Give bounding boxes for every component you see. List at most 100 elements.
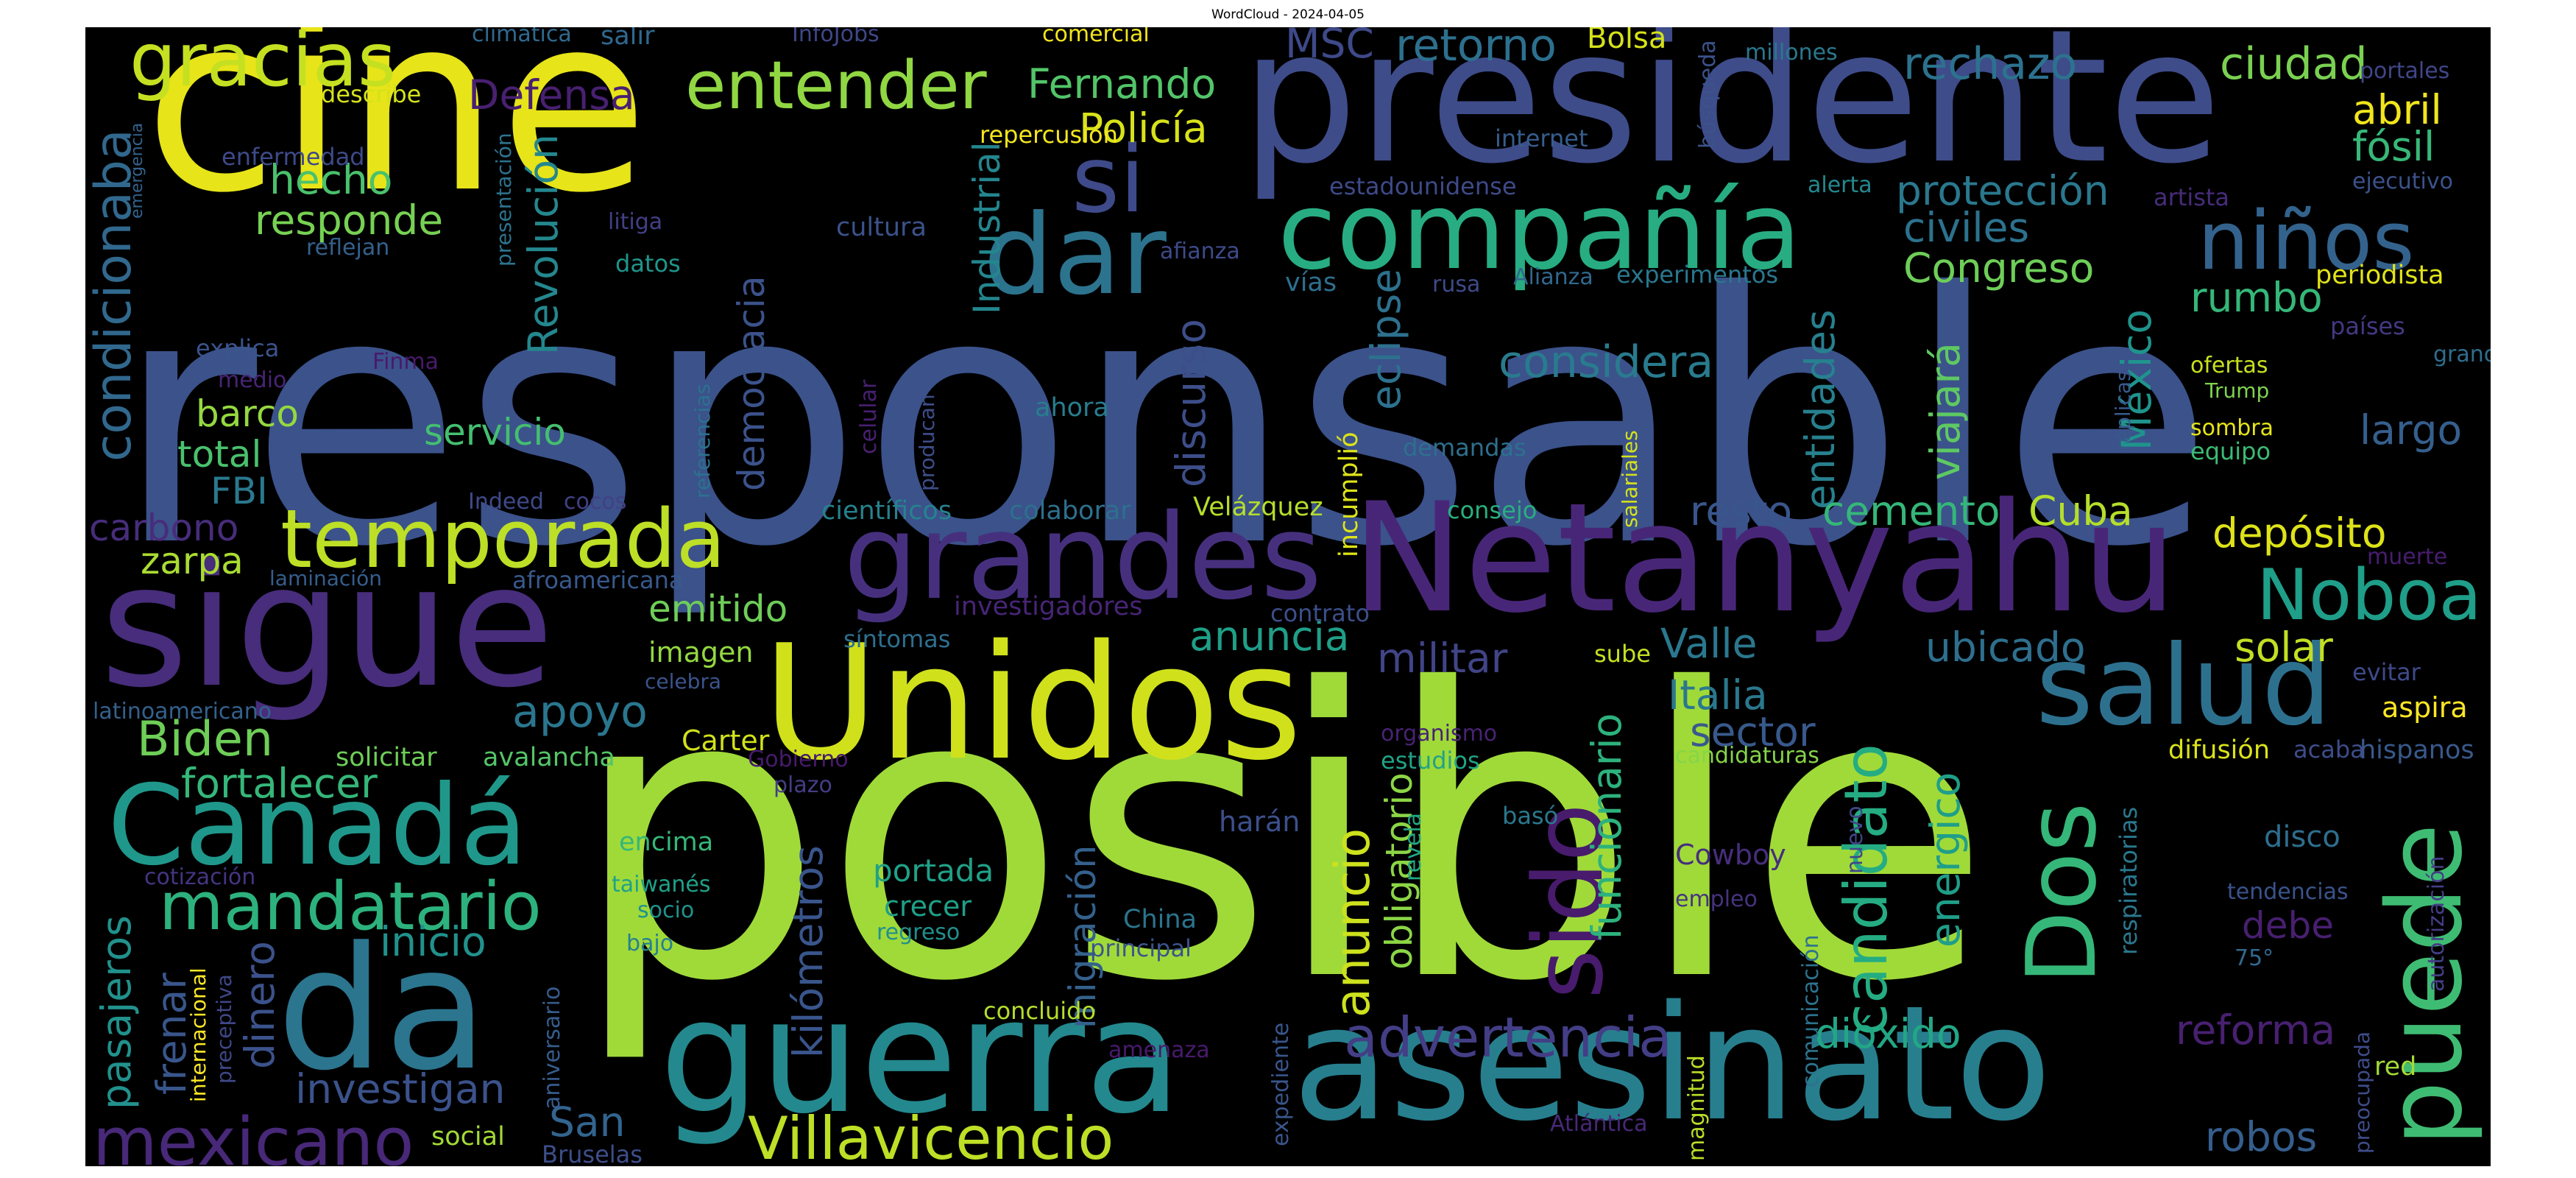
word-candidaturas: candidaturas [1675, 743, 1819, 769]
word-principal: principal [1090, 934, 1192, 962]
word-revolucion: Revolución [520, 134, 567, 355]
word-eclipse: eclipse [1362, 268, 1409, 410]
word-regreso: regreso [877, 920, 960, 945]
word-china: China [1123, 905, 1197, 934]
word-internacional: internacional [186, 967, 210, 1102]
word-kilometros: kilómetros [785, 845, 832, 1058]
word-policia: Policía [1079, 105, 1208, 152]
word-hispanos: hispanos [2360, 736, 2474, 765]
word-barco: barco [196, 392, 299, 435]
word-latinoamericano: latinoamericano [93, 699, 272, 724]
word-colaborar: colaborar [1009, 496, 1131, 526]
word-sombra: sombra [2190, 415, 2274, 441]
word-msc: MSC [1285, 27, 1374, 67]
word-celular: celular [856, 379, 882, 454]
word-salud: salud [2036, 622, 2332, 750]
word-emergencia: emergencia [128, 122, 146, 219]
word-producan: producan [915, 394, 939, 491]
word-reforma: reforma [2176, 1006, 2336, 1054]
word-internet: internet [1495, 124, 1588, 152]
word-bolsa: Bolsa [1587, 27, 1667, 55]
word-difusion: difusión [2168, 736, 2271, 765]
word-villavicencio: Villavicencio [748, 1104, 1114, 1167]
word-revela: revela [1401, 812, 1426, 881]
word-advertencia: advertencia [1344, 1005, 1673, 1070]
word-tendencias: tendencias [2227, 879, 2349, 905]
word-ninos: niños [2198, 194, 2415, 288]
word-resto: resto [1690, 487, 1793, 535]
word-ciudad: ciudad [2220, 38, 2368, 90]
word-inicio: inicio [380, 918, 486, 965]
word-mandatario: mandatario [159, 868, 542, 945]
word-preocupada: preocupada [2350, 1031, 2374, 1154]
word-reflejan: reflejan [306, 235, 390, 261]
word-fbi: FBI [210, 470, 268, 512]
word-acaba: acaba [2293, 736, 2365, 763]
word-comercial: comercial [1042, 27, 1150, 47]
word-cemento: cemento [1822, 487, 2000, 535]
word-artista: artista [2154, 183, 2230, 211]
word-civiles: civiles [1903, 204, 2030, 251]
word-cloud: responsable posible cine presidente Neta… [85, 27, 2491, 1166]
word-grano: grano [2433, 342, 2491, 367]
word-explica: explica [196, 334, 280, 362]
word-climatica: climática [472, 27, 572, 47]
word-cuba: Cuba [2028, 487, 2133, 535]
word-taiwanes: taiwanés [612, 872, 711, 897]
word-comunicacion: comunicación [1798, 934, 1824, 1087]
word-posible: posible [571, 606, 1992, 1068]
word-considera: considera [1498, 336, 1714, 388]
word-cowboy: Cowboy [1675, 839, 1786, 871]
word-aspira: aspira [2382, 691, 2468, 724]
word-contrato: contrato [1270, 599, 1370, 627]
word-haran: harán [1219, 805, 1301, 838]
word-grandes: grandes [843, 488, 1323, 626]
word-aniversario: aniversario [539, 986, 565, 1110]
word-socio: socio [637, 897, 695, 923]
word-datos: datos [615, 250, 681, 278]
word-congreso: Congreso [1903, 244, 2095, 292]
word-responsable: responsable [115, 219, 2214, 622]
word-imagen: imagen [648, 636, 754, 669]
word-funcionario: funcionario [1583, 713, 1630, 940]
word-enfermedad: enfermedad [222, 143, 365, 171]
word-abril: abril [2352, 86, 2442, 133]
word-dinero: dinero [236, 941, 283, 1069]
word-entidades: entidades [1797, 309, 1844, 509]
word-largo: largo [2360, 406, 2463, 454]
word-hecho: hecho [269, 156, 393, 203]
word-defensa: Defensa [468, 71, 635, 119]
word-presidente: presidente [1241, 27, 2222, 204]
word-debe: debe [2242, 904, 2334, 947]
word-crecer: crecer [884, 890, 972, 923]
word-compania: compañía [1278, 169, 1802, 294]
word-cocos: cocos [564, 489, 627, 515]
word-empleo: empleo [1675, 886, 1758, 912]
word-muerte: muerte [2367, 544, 2448, 570]
word-portales: portales [2360, 58, 2450, 84]
word-discurso: discurso [1167, 319, 1214, 487]
word-apoyo: apoyo [512, 686, 648, 738]
word-fosil: fósil [2352, 123, 2435, 170]
word-deposito: depósito [2212, 509, 2387, 557]
word-dos: Dos [2006, 802, 2117, 984]
word-retorno: retorno [1395, 27, 1557, 71]
word-incumplio: incumplió [1334, 431, 1364, 557]
word-infojobs: InfoJobs [792, 27, 880, 47]
word-industrial: Industrial [966, 141, 1008, 315]
word-experimentos: experimentos [1616, 261, 1779, 289]
word-robos: robos [2205, 1113, 2318, 1160]
word-preceptiva: preceptiva [212, 974, 236, 1084]
word-anuncio: anuncio [1326, 828, 1381, 1017]
word-equipo: equipo [2190, 437, 2271, 465]
word-carbono: carbono [89, 507, 239, 549]
word-afroamericana: afroamericana [512, 566, 684, 594]
word-indeed: Indeed [468, 489, 544, 515]
word-investigan: investigan [295, 1065, 506, 1112]
word-sintomas: síntomas [843, 625, 951, 653]
word-unidos: Unidos [762, 610, 1303, 795]
word-periodista: periodista [2315, 261, 2444, 290]
word-militar: militar [1377, 635, 1508, 682]
word-zarpa: zarpa [141, 540, 244, 582]
word-investigadores: investigadores [954, 592, 1143, 621]
